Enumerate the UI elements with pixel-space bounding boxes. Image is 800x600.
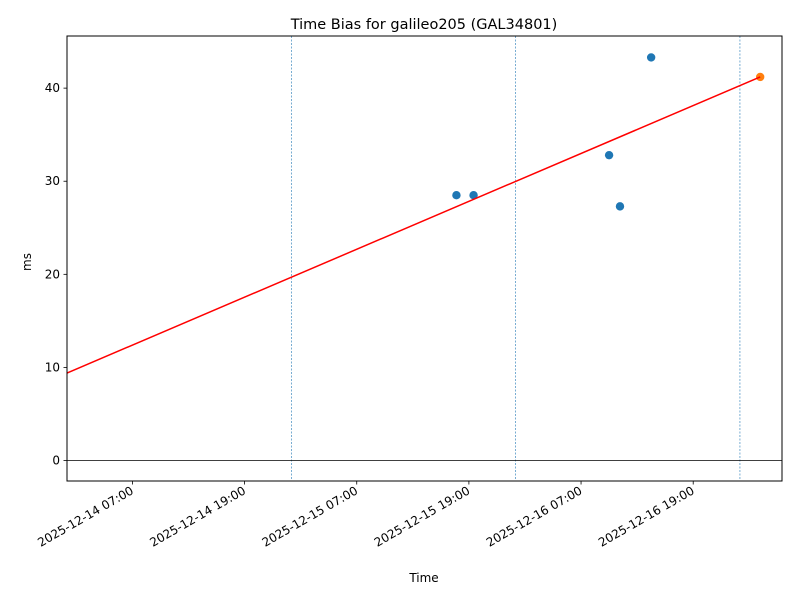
data-point [604,150,614,160]
x-tick-label: 2025-12-16 19:00 [596,483,697,549]
y-tick-label: 0 [52,454,60,468]
data-point [452,190,461,200]
x-tick-label: 2025-12-15 19:00 [372,483,473,549]
trend-line [66,76,761,374]
x-axis-label: Time [408,571,438,585]
y-tick-label: 30 [45,174,60,188]
plot-area [66,36,782,481]
data-point [646,53,656,62]
y-tick-label: 20 [45,267,60,281]
plot-frame [66,35,783,482]
y-axis-label: ms [20,253,34,271]
x-tick-label: 2025-12-14 19:00 [147,483,248,549]
data-point [615,202,625,211]
data-point [469,190,478,200]
chart-title: Time Bias for galileo205 (GAL34801) [290,17,558,33]
y-tick-label: 10 [45,360,60,374]
x-tick-label: 2025-12-16 07:00 [484,483,585,549]
x-tick-label: 2025-12-15 07:00 [260,483,361,549]
x-tick-label: 2025-12-14 07:00 [35,483,136,549]
y-tick-label: 40 [45,81,60,95]
